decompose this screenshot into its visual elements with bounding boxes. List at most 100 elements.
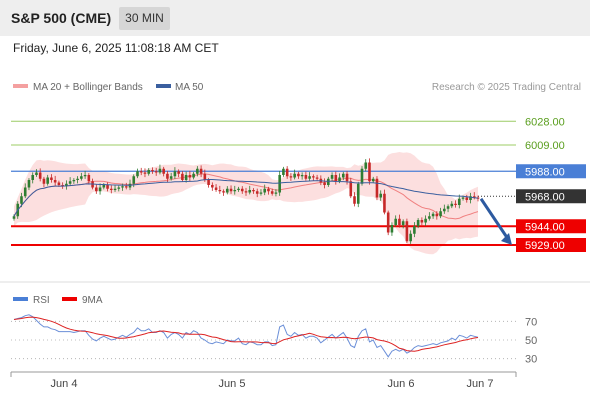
- candle-body: [338, 177, 341, 182]
- candle-body: [68, 181, 72, 184]
- bollinger-band-area: [14, 152, 478, 255]
- candle-body: [259, 192, 263, 194]
- instrument-title: S&P 500 (CME): [11, 10, 112, 26]
- candle-body: [113, 188, 117, 190]
- candle-body: [162, 168, 165, 174]
- candle-body: [42, 178, 46, 184]
- rsi-tick-50: 50: [525, 335, 537, 347]
- candle-body: [196, 168, 199, 174]
- candle-body: [375, 178, 379, 198]
- candle-body: [323, 182, 326, 185]
- candle-body: [98, 187, 102, 192]
- timestamp: Friday, June 6, 2025 11:08:18 AM CET: [13, 41, 219, 55]
- candle-body: [282, 168, 285, 175]
- legend-label-ma20: MA 20 + Bollinger Bands: [33, 82, 143, 93]
- candle-body: [117, 187, 121, 189]
- candle-body: [368, 162, 371, 182]
- candle-body: [386, 212, 390, 233]
- candle-body: [225, 188, 229, 193]
- x-tick-label: Jun 4: [51, 378, 78, 390]
- legend-swatch-rsi: [13, 297, 28, 301]
- candle-body: [139, 171, 143, 173]
- candles-layer: [12, 158, 480, 244]
- candle-body: [252, 190, 255, 192]
- candle-body: [308, 176, 311, 179]
- candle-body: [218, 190, 222, 192]
- candle-body: [177, 171, 180, 174]
- legend-label-ma50: MA 50: [175, 82, 204, 93]
- legend-swatch-ma50: [156, 84, 171, 88]
- bollinger-band-layer: [13, 152, 479, 255]
- rsi-legend: RSI 9MA: [13, 295, 103, 306]
- candle-body: [169, 176, 173, 179]
- candle-body: [31, 175, 35, 180]
- candle-body: [233, 190, 237, 192]
- candle-body: [394, 218, 397, 225]
- legend-swatch-ma20: [13, 84, 28, 88]
- candle-body: [143, 172, 147, 174]
- candle-body: [461, 197, 465, 199]
- candle-body: [147, 170, 151, 174]
- candle-body: [166, 173, 169, 179]
- candle-body: [353, 196, 356, 204]
- legend-swatch-9ma: [62, 297, 77, 301]
- candle-body: [435, 213, 439, 217]
- main-legend: MA 20 + Bollinger Bands MA 50: [13, 82, 204, 93]
- candle-body: [121, 186, 124, 188]
- candle-body: [203, 173, 207, 180]
- level-label-6028.00: 6028.00: [525, 116, 565, 128]
- candle-body: [356, 183, 360, 204]
- candle-body: [95, 187, 98, 192]
- candle-body: [416, 220, 420, 227]
- x-axis-labels: Jun 4 Jun 5 Jun 6 Jun 7: [51, 378, 494, 390]
- candle-body: [405, 221, 409, 242]
- candle-body: [132, 176, 136, 184]
- candle-body: [244, 191, 248, 193]
- candle-body: [158, 168, 162, 173]
- candle-body: [469, 196, 472, 200]
- credit-text: Research © 2025 Trading Central: [432, 82, 581, 93]
- rsi-line: [13, 314, 479, 358]
- candle-body: [465, 197, 469, 200]
- candle-body: [293, 173, 296, 178]
- header: S&P 500 (CME) 30 MIN: [0, 0, 590, 36]
- legend-label-rsi: RSI: [33, 295, 50, 306]
- candle-body: [151, 170, 154, 172]
- rsi-tick-30: 30: [525, 354, 537, 366]
- candle-body: [413, 226, 416, 234]
- rsi-9ma-line: [13, 316, 479, 352]
- candle-body: [154, 171, 158, 173]
- candle-body: [383, 193, 386, 213]
- candle-body: [211, 185, 214, 188]
- ma50-line: [13, 179, 479, 217]
- candle-body: [390, 225, 394, 233]
- candle-body: [255, 191, 259, 194]
- candle-body: [312, 176, 315, 178]
- candle-body: [341, 173, 345, 178]
- candle-body: [420, 220, 424, 223]
- candle-body: [12, 216, 16, 219]
- candle-body: [443, 208, 446, 212]
- candle-body: [222, 191, 225, 193]
- legend-label-9ma: 9MA: [82, 295, 103, 306]
- candle-body: [65, 183, 68, 187]
- candle-body: [46, 177, 49, 184]
- timeframe-badge[interactable]: 30 MIN: [119, 7, 170, 30]
- level-badge-5944.00: [516, 219, 586, 234]
- candle-body: [409, 233, 412, 242]
- candle-body: [304, 175, 308, 179]
- target-arrow-head: [501, 233, 512, 245]
- candle-body: [334, 175, 338, 182]
- candle-body: [199, 168, 203, 174]
- candle-body: [379, 193, 383, 198]
- level-label-6009.00: 6009.00: [525, 140, 565, 152]
- candle-body: [472, 196, 476, 198]
- candle-body: [109, 188, 113, 190]
- level-lines-layer: 6028.00 6009.00 5988.00 5944.00 5929.00 5968.…: [11, 116, 586, 252]
- candle-body: [300, 175, 304, 177]
- candle-body: [23, 187, 27, 197]
- candle-body: [428, 216, 431, 219]
- candle-body: [431, 213, 435, 217]
- candle-body: [181, 173, 184, 180]
